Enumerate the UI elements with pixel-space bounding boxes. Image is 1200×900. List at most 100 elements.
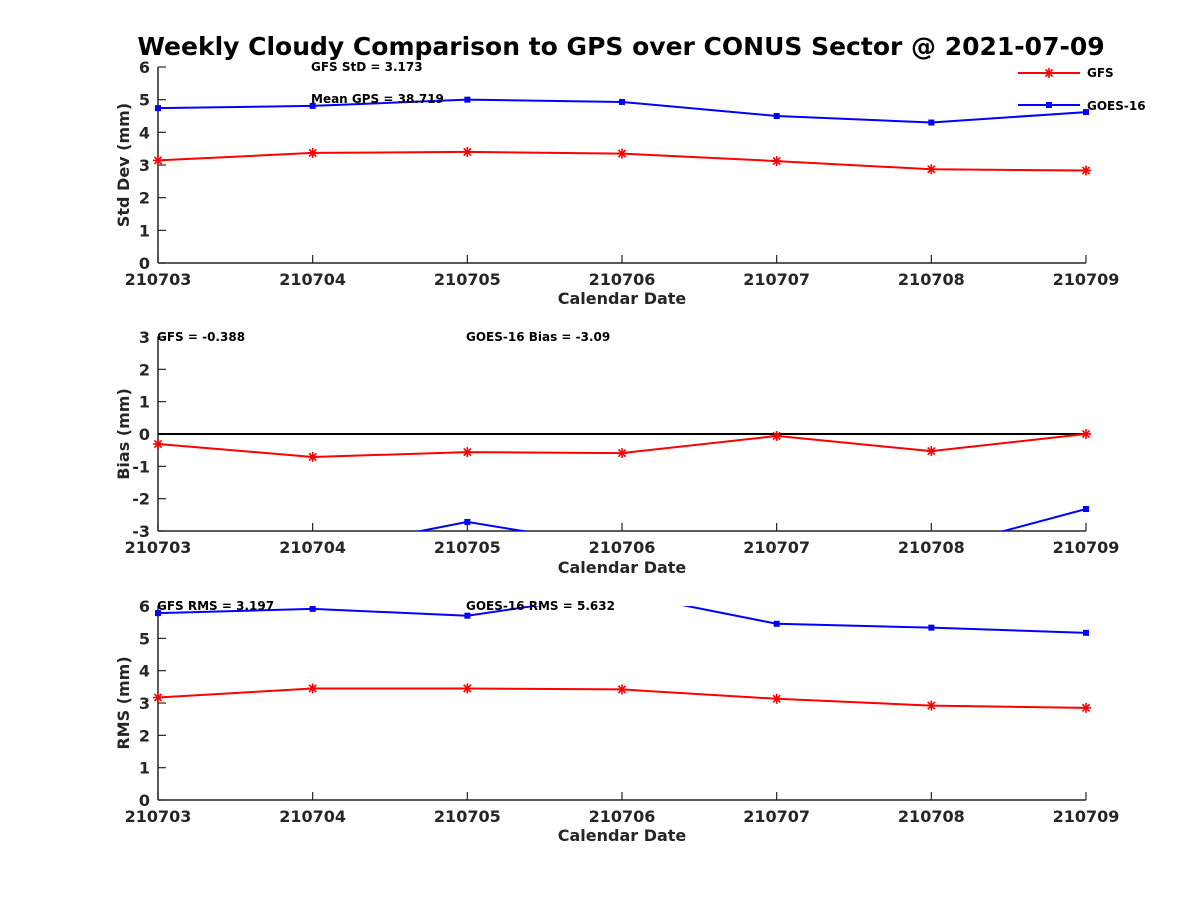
data-point-gfs — [1081, 429, 1091, 439]
plot-area-stddev — [153, 96, 1091, 176]
data-point-gfs — [926, 164, 937, 175]
data-point-gfs — [617, 684, 627, 695]
data-point-goes16 — [464, 518, 471, 525]
data-point-goes16 — [155, 105, 161, 112]
y-axis-label-rms: RMS (mm) — [114, 656, 133, 749]
panel-stddev: 0 1 2 3 4 5 6 210703 210704 210705 210706 210707 210… — [114, 58, 1119, 308]
data-point-goes16 — [928, 119, 935, 126]
annotation-bias-1: GOES-16 Bias = -3.09 — [466, 330, 610, 344]
figure-title: Weekly Cloudy Comparison to GPS over CON… — [137, 32, 1104, 61]
x-tick-label: 210703 — [125, 270, 192, 289]
data-point-gfs — [462, 683, 473, 694]
x-axis-label-stddev: Calendar Date — [558, 289, 687, 308]
data-point-goes16 — [928, 624, 935, 631]
data-point-gfs — [153, 439, 163, 450]
legend-marker-gfs — [1044, 68, 1054, 78]
data-point-gfs — [307, 451, 318, 462]
data-point-goes16 — [464, 612, 471, 619]
y-tick-label: 1 — [139, 393, 150, 412]
x-axis-label-rms: Calendar Date — [558, 826, 687, 845]
data-point-goes16 — [773, 620, 780, 627]
y-tick-label: 0 — [139, 425, 150, 444]
data-point-gfs — [926, 700, 937, 711]
data-point-gfs — [307, 683, 318, 694]
x-tick-label: 210707 — [743, 270, 810, 289]
data-point-gfs — [1081, 702, 1091, 713]
x-tick-label: 210707 — [743, 807, 810, 826]
legend-marker-goes16 — [1046, 102, 1052, 108]
data-point-gfs — [771, 430, 782, 441]
y-tick-label: 5 — [139, 91, 150, 110]
annotation-stddev-0: GFS StD = 3.173 — [311, 60, 423, 74]
legend-square — [1046, 102, 1052, 108]
data-point-goes16 — [464, 96, 471, 103]
x-tick-label: 210704 — [279, 270, 346, 289]
x-tick-label: 210706 — [589, 538, 656, 557]
y-tick-label: 6 — [139, 597, 150, 616]
data-point-goes16 — [155, 610, 161, 617]
data-point-gfs — [462, 146, 473, 157]
annotation-rms-1: GOES-16 RMS = 5.632 — [466, 599, 615, 613]
data-point-goes16 — [773, 113, 780, 119]
y-tick-label: 0 — [139, 254, 150, 273]
y-tick-label: 1 — [139, 759, 150, 778]
legend-asterisk — [1044, 68, 1054, 78]
x-tick-label: 210705 — [434, 270, 501, 289]
data-point-gfs — [771, 156, 782, 167]
y-tick-label: 4 — [139, 123, 150, 142]
x-tick-label: 210705 — [434, 538, 501, 557]
x-tick-label: 210709 — [1053, 807, 1120, 826]
y-axis-label-bias: Bias (mm) — [114, 388, 133, 480]
data-point-gfs — [153, 155, 163, 166]
x-tick-label: 210704 — [279, 807, 346, 826]
y-tick-label: 2 — [139, 189, 150, 208]
y-tick-label: 2 — [139, 360, 150, 379]
y-tick-label: 2 — [139, 726, 150, 745]
y-tick-label: -2 — [132, 490, 150, 509]
data-point-gfs — [307, 147, 318, 158]
y-tick-label: 3 — [139, 328, 150, 347]
plot-area-rms — [153, 606, 1091, 713]
y-tick-label: 5 — [139, 629, 150, 648]
x-tick-label: 210709 — [1053, 538, 1120, 557]
y-axis-label-stddev: Std Dev (mm) — [114, 103, 133, 227]
data-point-gfs — [771, 693, 782, 704]
data-point-gfs — [617, 148, 627, 159]
data-point-goes16 — [619, 98, 625, 105]
data-point-goes16 — [309, 606, 316, 612]
y-tick-label: -3 — [132, 522, 150, 541]
x-tick-label: 210703 — [125, 807, 192, 826]
panel-bias: -3 -2 -1 0 1 2 3 210703 210704 210705 210706 210707… — [114, 328, 1119, 577]
annotation-stddev-1: Mean GPS = 38.719 — [311, 92, 444, 106]
data-point-gfs — [153, 692, 163, 703]
annotation-bias-0: GFS = -0.388 — [157, 330, 245, 344]
x-tick-label: 210706 — [589, 270, 656, 289]
x-tick-label: 210708 — [898, 270, 965, 289]
plot-area-bias — [153, 429, 1091, 531]
data-point-goes16 — [1083, 629, 1089, 636]
data-point-gfs — [926, 446, 937, 457]
y-tick-label: 0 — [139, 791, 150, 810]
y-tick-label: -1 — [132, 457, 150, 476]
x-tick-label: 210709 — [1053, 270, 1120, 289]
data-point-gfs — [1081, 165, 1091, 176]
x-tick-label: 210704 — [279, 538, 346, 557]
annotation-rms-0: GFS RMS = 3.197 — [157, 599, 274, 613]
y-tick-label: 6 — [139, 58, 150, 77]
legend-label-gfs: GFS — [1087, 66, 1114, 80]
y-tick-label: 4 — [139, 662, 150, 681]
legend: GFS GOES-16 — [1018, 66, 1146, 113]
y-tick-label: 1 — [139, 221, 150, 240]
x-tick-label: 210706 — [589, 807, 656, 826]
x-tick-label: 210708 — [898, 538, 965, 557]
data-point-gfs — [617, 448, 627, 459]
panel-rms: 0 1 2 3 4 5 6 210703 210704 210705 210706 210707 210… — [114, 597, 1120, 845]
x-tick-label: 210708 — [898, 807, 965, 826]
data-point-gfs — [462, 447, 473, 458]
x-axis-label-bias: Calendar Date — [558, 558, 687, 577]
x-tick-label: 210705 — [434, 807, 501, 826]
y-tick-label: 3 — [139, 156, 150, 175]
legend-label-goes16: GOES-16 — [1087, 99, 1146, 113]
